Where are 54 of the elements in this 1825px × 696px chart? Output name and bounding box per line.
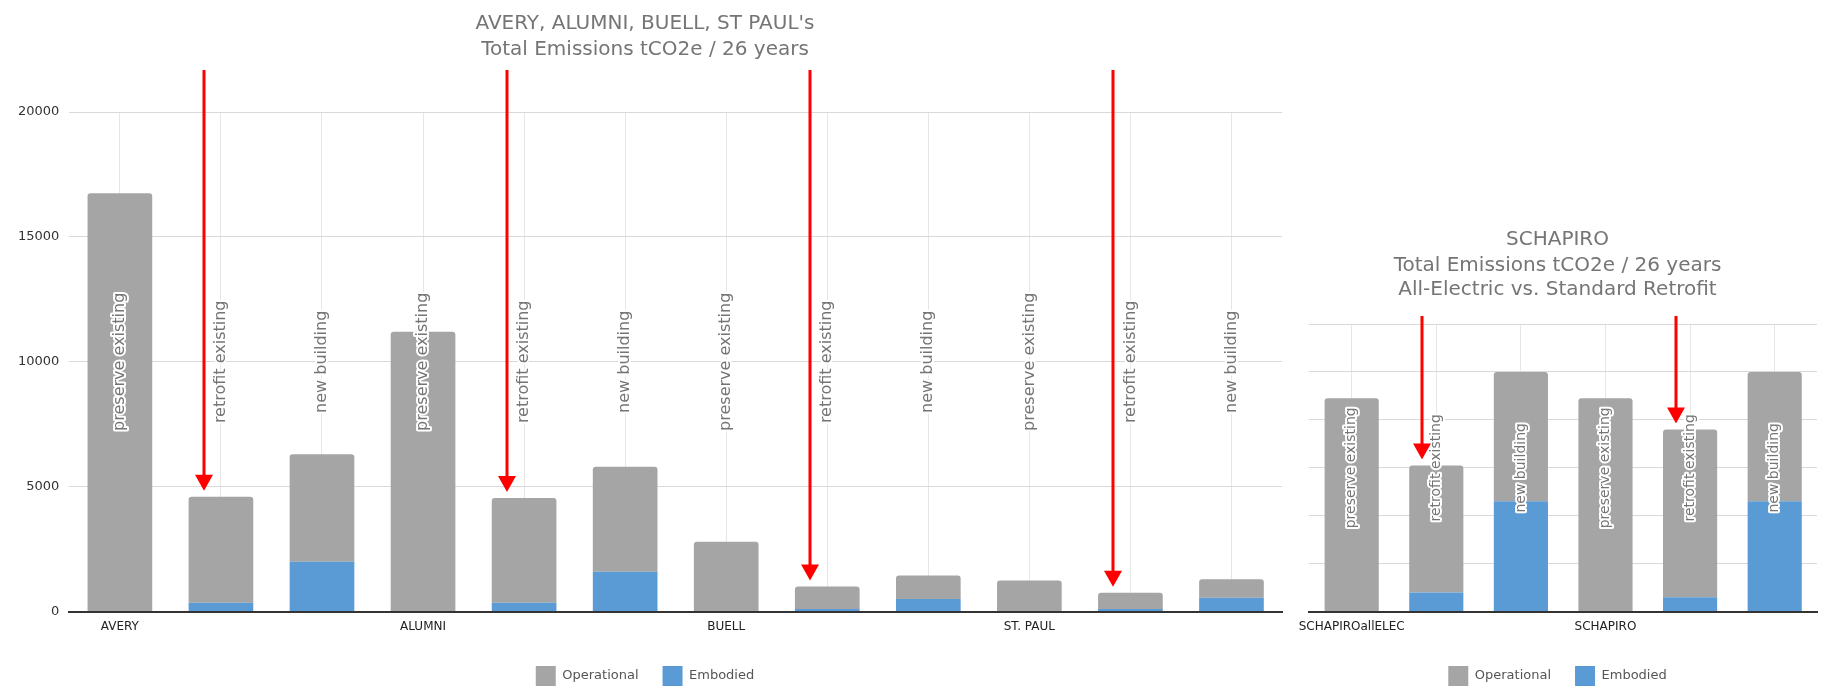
bar: [289, 454, 355, 562]
x-tick-label: ST. PAUL: [1003, 618, 1056, 633]
annotation: preserve existing: [1596, 407, 1613, 529]
bar: [693, 541, 759, 612]
y-tick-label: 20000: [18, 103, 60, 119]
bar: [895, 575, 961, 600]
bar: [592, 466, 658, 572]
x-tick-label: BUELL: [707, 618, 746, 633]
bar: [1199, 579, 1264, 598]
annotation: new building: [1220, 310, 1240, 413]
legend-label: Operational: [562, 667, 639, 683]
bar: [794, 586, 860, 610]
annotation: new building: [917, 310, 937, 413]
legend-label: Embodied: [1601, 667, 1667, 683]
y-tick-label: 10000: [18, 353, 60, 369]
y-tick-label: 5000: [26, 478, 60, 494]
chart-subtitle: Total Emissions tCO2e / 26 years: [480, 36, 809, 61]
chart-subtitle: Total Emissions tCO2e / 26 years All-Electric vs. Standard Retrofit: [1392, 252, 1722, 301]
annotation: preserve existing: [1342, 407, 1359, 529]
bar: [491, 497, 557, 603]
annotation: retrofit existing: [1426, 414, 1443, 522]
bar: [87, 193, 153, 612]
chart-title: SCHAPIRO: [1506, 226, 1609, 251]
x-tick-label: SCHAPIRO: [1574, 618, 1637, 633]
annotation: retrofit existing: [816, 300, 836, 424]
bar: [1199, 597, 1264, 612]
x-tick-label: SCHAPIROallELEC: [1298, 618, 1405, 633]
bar: [188, 496, 254, 603]
bar: [491, 602, 557, 612]
legend-label: Embodied: [689, 667, 755, 683]
legend-label: Operational: [1474, 667, 1552, 683]
annotation: retrofit existing: [210, 300, 230, 424]
y-tick-label: 15000: [18, 228, 60, 244]
bar: [289, 561, 355, 612]
annotation: preserve existing: [715, 292, 735, 431]
annotation: new building: [614, 310, 634, 413]
bar: [188, 602, 254, 612]
bar: [1098, 592, 1163, 610]
chart-title: AVERY, ALUMNI, BUELL, ST PAUL's: [475, 10, 815, 35]
x-tick-label: AVERY: [100, 618, 140, 633]
bar: [794, 609, 860, 612]
bar: [1409, 592, 1464, 612]
bar: [1663, 597, 1718, 612]
annotation: retrofit existing: [513, 300, 533, 424]
annotation: retrofit existing: [1119, 300, 1139, 424]
y-tick-label: 0: [51, 602, 60, 618]
bar: [895, 599, 961, 612]
bar: [997, 580, 1062, 612]
bar: [1098, 609, 1163, 612]
x-tick-label: ALUMNI: [400, 618, 447, 633]
annotation: retrofit existing: [1680, 414, 1697, 522]
bar: [592, 571, 658, 612]
annotation: preserve existing: [1018, 292, 1038, 431]
annotation: new building: [311, 310, 331, 413]
